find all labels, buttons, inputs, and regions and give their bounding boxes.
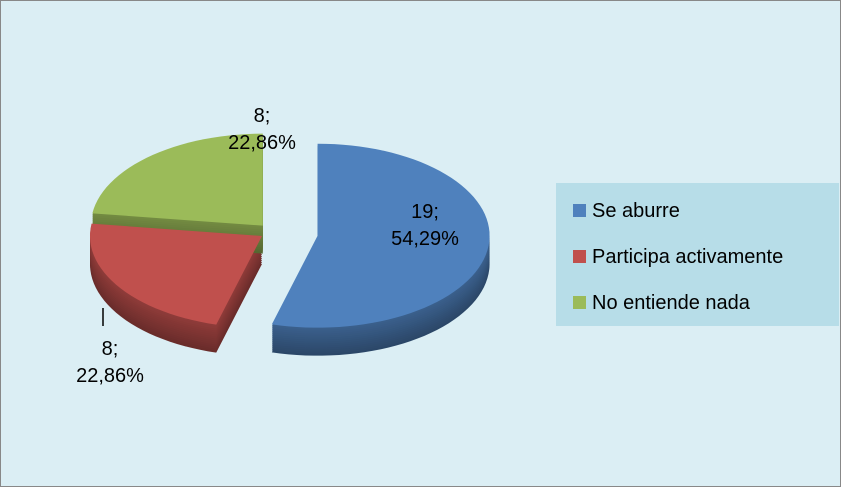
data-label-line: 54,29% [391, 228, 459, 250]
pie-slice [92, 133, 263, 226]
legend-swatch [573, 204, 586, 217]
legend-label: Participa activamente [592, 246, 783, 268]
legend-swatch [573, 296, 586, 309]
legend-label: No entiende nada [592, 292, 751, 314]
data-label: 8; 22,86% [76, 338, 144, 387]
data-label: 19; 54,29% [391, 201, 459, 250]
legend-swatch [573, 250, 586, 263]
legend-box [556, 183, 839, 326]
data-label-line: 19; [411, 201, 439, 223]
data-label: 8; 22,86% [228, 105, 296, 154]
pie-slice [90, 223, 262, 325]
data-label-line: 8; [254, 105, 271, 127]
data-label-line: 8; [102, 338, 119, 360]
data-label-line: 22,86% [228, 132, 296, 154]
data-label-line: 22,86% [76, 365, 144, 387]
legend-label: Se aburre [592, 200, 680, 222]
pie-slice [271, 143, 490, 328]
